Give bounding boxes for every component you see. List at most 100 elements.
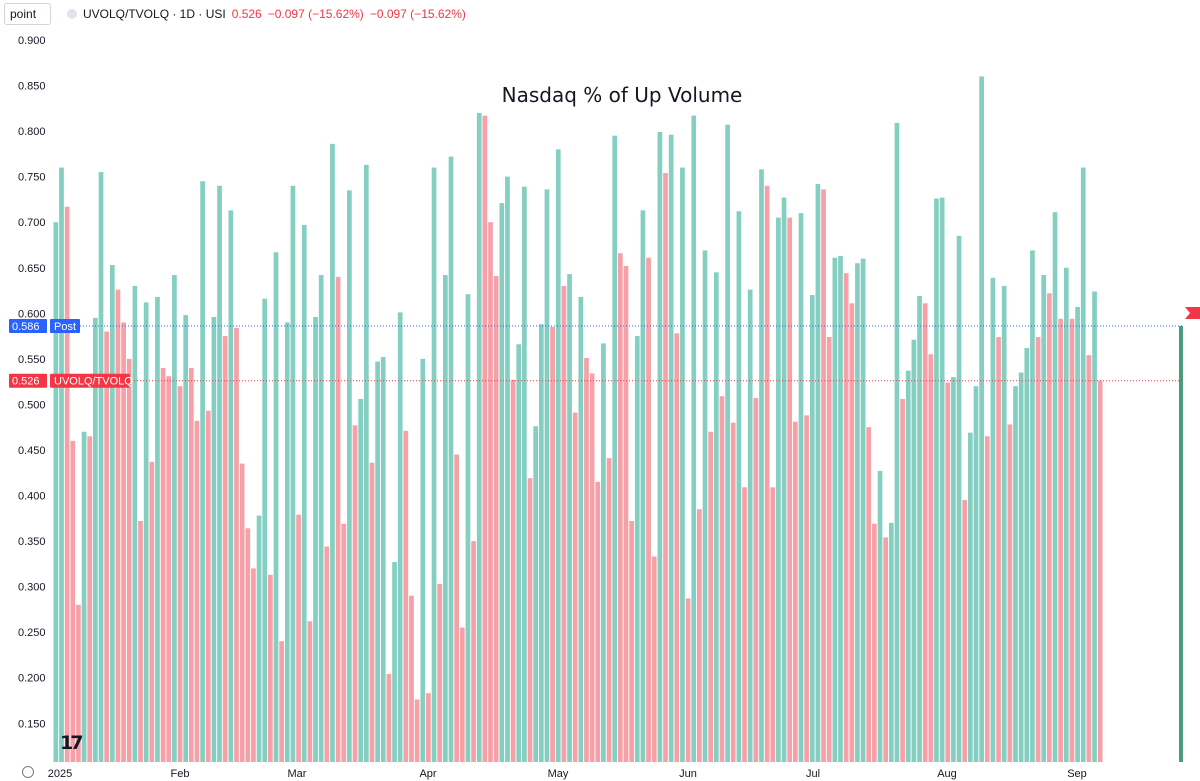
price-tag-label-bg [50,373,130,388]
bar [753,398,759,762]
bar [1080,167,1086,763]
bar [505,176,510,762]
bar [205,410,211,762]
y-tick-label: 0.350 [18,536,46,548]
unit-selector[interactable]: point [4,3,51,25]
bar [482,115,488,763]
bar [211,316,217,762]
bar [183,315,189,762]
bar [697,509,702,762]
visibility-icon[interactable] [67,9,77,19]
bar [87,436,93,762]
y-tick-label: 0.150 [18,718,46,730]
bar [680,167,685,763]
bar [866,427,872,762]
y-tick-label: 0.500 [18,399,46,411]
bar [860,258,866,762]
bar [798,213,804,763]
x-tick-label: May [548,768,569,780]
bar [849,303,855,762]
bar [725,124,730,762]
bar [1179,326,1183,762]
bar [578,296,584,762]
bar [104,331,110,762]
bar [454,454,459,762]
bar [1024,347,1030,762]
bar [708,431,714,762]
bar [132,285,138,762]
bar [838,255,843,763]
bar [894,122,900,762]
bar [330,143,335,762]
bar [409,595,414,762]
bar [883,537,889,762]
bar [403,430,409,762]
bar [601,343,606,762]
bar [646,257,651,762]
price-tag-label: Post [54,321,76,333]
bar [81,431,87,762]
bar [606,458,612,762]
y-tick-label: 0.750 [18,172,46,184]
bar [1097,380,1103,762]
bar [1047,293,1052,762]
x-tick-label: Sep [1067,768,1087,780]
bar [939,197,945,762]
bar [702,250,708,763]
bar [821,189,826,763]
bar [341,523,347,762]
bar [222,336,228,762]
price-tag-value: 0.526 [12,376,40,388]
bar [990,277,996,762]
bar [877,470,883,762]
bar [386,674,392,762]
last-value: 0.526 [231,7,262,21]
y-tick-label: 0.400 [18,491,46,503]
y-tick-label: 0.250 [18,627,46,639]
bar [194,420,200,762]
bar [809,295,815,762]
bar [1035,336,1041,762]
bar [956,235,962,763]
x-tick-label: 2025 [48,768,72,780]
bar [651,556,657,762]
bar [431,167,437,763]
bar [691,115,697,763]
bar [951,377,956,762]
bar [623,265,629,762]
bar [589,373,595,762]
bar [792,421,798,762]
y-tick-label: 0.900 [18,35,46,47]
bar [1075,306,1080,762]
y-tick-label: 0.300 [18,582,46,594]
bar [832,257,838,762]
bar [380,357,386,762]
bar [352,425,358,762]
bar [245,528,251,762]
price-tag-value: 0.586 [12,321,40,333]
bar [273,252,279,762]
settings-icon[interactable] [22,766,34,778]
bar [996,336,1001,762]
bar [527,478,533,762]
bar [149,461,155,762]
bar [747,289,753,762]
bar [657,132,663,763]
price-flag-marker [1185,307,1200,319]
bar [307,621,313,762]
y-tick-label: 0.450 [18,445,46,457]
bar [155,296,160,762]
bar [448,156,454,762]
bar [888,522,894,762]
bar [917,295,922,762]
x-tick-label: Jul [806,768,820,780]
bar [685,598,691,762]
bar [1013,386,1018,762]
bar [313,316,318,762]
bar [93,317,98,762]
legend-bar: point UVOLQ/TVOLQ · 1D · USI 0.526 −0.09… [0,0,466,28]
bar [369,462,375,762]
bar [121,322,126,762]
y-tick-label: 0.600 [18,308,46,320]
